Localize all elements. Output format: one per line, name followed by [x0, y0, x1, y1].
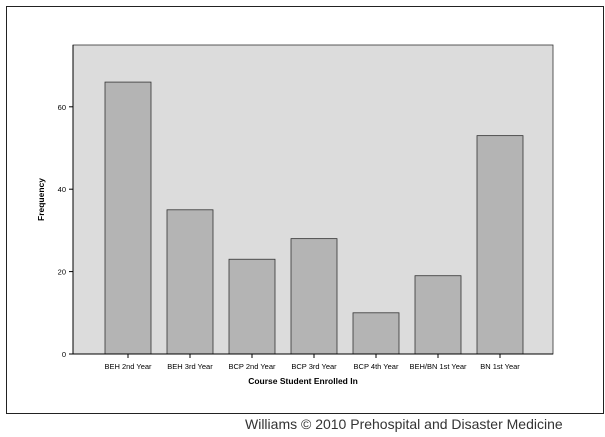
x-axis-label: Course Student Enrolled In: [248, 376, 358, 386]
y-tick-label-0: 0: [62, 350, 66, 359]
bar-0: [104, 81, 152, 355]
y-tick-label-2: 40: [58, 185, 66, 194]
x-tick-label-0: BEH 2nd Year: [104, 362, 152, 371]
x-tick-label-6: BN 1st Year: [480, 362, 520, 371]
y-axis-label: Frequency: [36, 178, 46, 221]
y-ticks-group: 0 20 40 60: [58, 103, 73, 359]
x-tick-label-5: BEH/BN 1st Year: [409, 362, 467, 371]
bar-4: [352, 312, 400, 355]
x-tick-label-2: BCP 2nd Year: [229, 362, 276, 371]
bar-6: [476, 135, 524, 355]
x-tick-label-3: BCP 3rd Year: [291, 362, 337, 371]
x-tick-label-4: BCP 4th Year: [354, 362, 399, 371]
image-credit: Williams © 2010 Prehospital and Disaster…: [245, 416, 563, 432]
y-tick-label-1: 20: [58, 268, 66, 277]
bar-3: [290, 238, 338, 355]
x-tick-label-1: BEH 3rd Year: [167, 362, 213, 371]
bar-1: [166, 209, 214, 355]
x-ticks-group: BEH 2nd Year BEH 3rd Year BCP 2nd Year BCP …: [104, 354, 520, 371]
bar-5: [414, 275, 462, 355]
y-tick-label-3: 60: [58, 103, 66, 112]
bar-2: [228, 258, 276, 355]
bars-group: [104, 81, 524, 355]
